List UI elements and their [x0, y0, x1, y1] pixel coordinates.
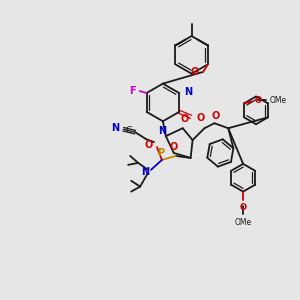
- Text: O: O: [255, 96, 262, 105]
- Text: O: O: [191, 67, 199, 77]
- Text: O: O: [240, 203, 247, 212]
- Text: O: O: [181, 114, 189, 124]
- Text: OMe: OMe: [270, 96, 287, 105]
- Text: O: O: [145, 140, 153, 150]
- Text: OMe: OMe: [235, 218, 252, 227]
- Text: N: N: [141, 167, 149, 177]
- Text: P: P: [157, 148, 164, 158]
- Text: C: C: [125, 126, 131, 135]
- Text: O: O: [211, 111, 220, 121]
- Text: O: O: [196, 113, 204, 123]
- Text: N: N: [184, 87, 192, 97]
- Text: F: F: [129, 86, 136, 96]
- Text: N: N: [158, 126, 166, 136]
- Text: N: N: [111, 123, 119, 133]
- Text: O: O: [170, 142, 178, 152]
